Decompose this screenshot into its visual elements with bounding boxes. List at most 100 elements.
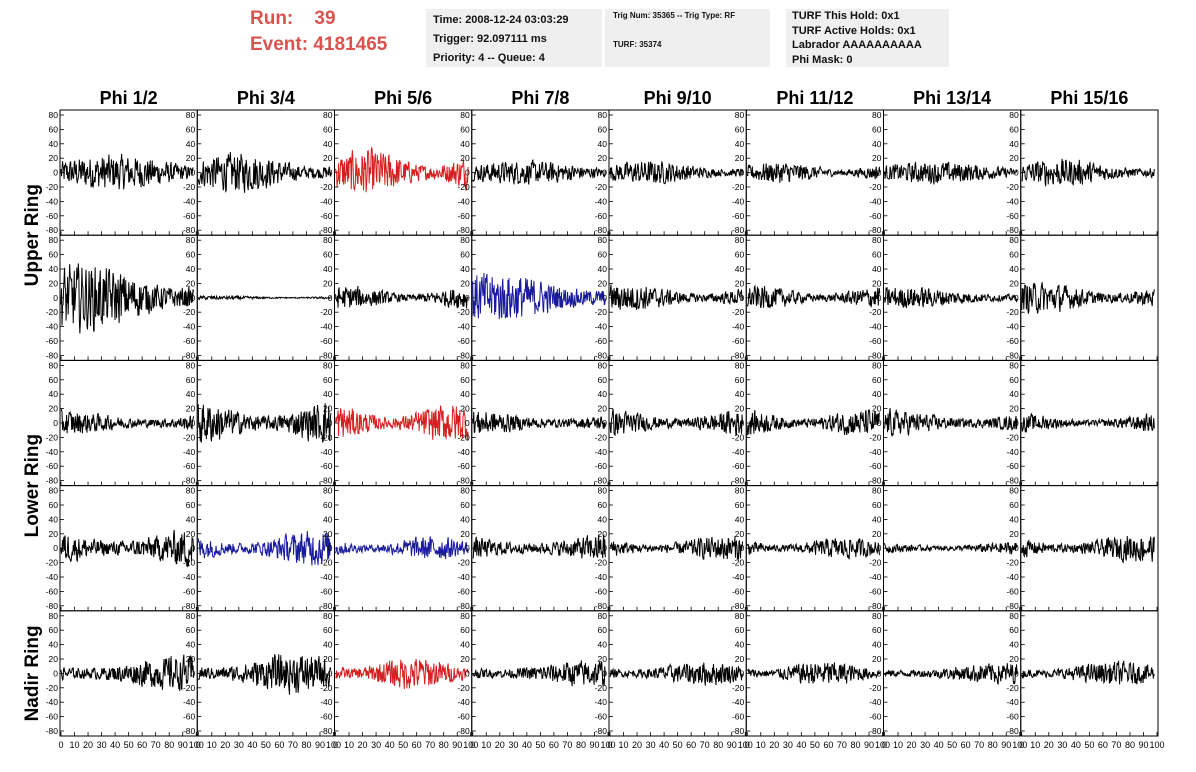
x-tick-label: 80 [1125,740,1135,750]
y-tick-label: 40 [598,514,608,524]
y-tick-label: -40 [46,196,59,206]
y-tick-label: 80 [1009,486,1019,496]
x-tick-label: 100 [189,740,204,750]
y-tick-label: -40 [46,697,59,707]
y-tick-label: -80 [1006,225,1019,235]
x-tick-label: 100 [1012,740,1027,750]
y-tick-label: 0 [740,293,745,303]
y-tick-label: -20 [732,558,745,568]
y-tick-label: -60 [320,336,333,346]
y-tick-label: 40 [460,264,470,274]
x-tick-label: 10 [70,740,80,750]
x-tick-label: 70 [1111,740,1121,750]
y-tick-label: -40 [320,697,333,707]
column-header: Phi 11/12 [776,88,853,108]
y-tick-label: 60 [323,124,333,134]
y-tick-label: -20 [457,432,470,442]
y-tick-label: 80 [186,486,196,496]
y-tick-label: -60 [457,336,470,346]
y-tick-label: 0 [877,543,882,553]
y-tick-label: 80 [323,486,333,496]
y-tick-label: -20 [46,307,59,317]
y-tick-label: 0 [1014,168,1019,178]
y-tick-label: 40 [49,264,59,274]
y-tick-label: -20 [46,558,59,568]
y-tick-label: 80 [872,611,882,621]
x-tick-label: 0 [196,740,201,750]
y-tick-label: 60 [323,500,333,510]
x-tick-label: 70 [974,740,984,750]
row-label: Upper Ring [22,184,43,286]
y-tick-label: 0 [191,293,196,303]
y-tick-label: -80 [183,225,196,235]
y-tick-label: 40 [598,640,608,650]
y-tick-label: -40 [595,322,608,332]
y-tick-label: 60 [186,500,196,510]
y-tick-label: -80 [732,726,745,736]
y-tick-label: 0 [877,168,882,178]
y-tick-label: -40 [1006,196,1019,206]
y-tick-label: -60 [732,712,745,722]
y-tick-label: -40 [320,196,333,206]
y-tick-label: 60 [460,250,470,260]
y-tick-label: 40 [460,389,470,399]
y-tick-label: 40 [1009,139,1019,149]
trig-num-text: Trig Num: 35365 -- Trig Type: RF [613,11,736,20]
panel-frame [196,485,335,612]
y-tick-label: -80 [320,726,333,736]
y-tick-label: 0 [465,418,470,428]
y-tick-label: -20 [457,683,470,693]
y-tick-label: 0 [602,543,607,553]
y-tick-label: 20 [735,529,745,539]
y-tick-label: 0 [1014,543,1019,553]
y-tick-label: 60 [735,124,745,134]
turf-text: TURF: 35374 [613,40,662,49]
y-tick-label: 0 [740,543,745,553]
x-tick-label: 10 [207,740,217,750]
priority-text: Priority: 4 -- Queue: 4 [433,52,545,64]
x-tick-label: 10 [1030,740,1040,750]
x-tick-label: 60 [1098,740,1108,750]
x-tick-label: 10 [619,740,629,750]
y-tick-label: -80 [1006,476,1019,486]
turf-active-holds-text: TURF Active Holds: 0x1 [792,24,916,37]
y-tick-label: 60 [598,124,608,134]
y-tick-label: 80 [735,110,745,120]
x-tick-label: 10 [893,740,903,750]
y-tick-label: -80 [46,350,59,360]
y-tick-label: 0 [191,668,196,678]
x-tick-label: 0 [470,740,475,750]
y-tick-label: 60 [735,625,745,635]
waveform-trace [884,161,1018,185]
x-tick-label: 40 [796,740,806,750]
x-tick-label: 90 [1138,740,1148,750]
event-value: 4181465 [313,34,388,55]
waveform-trace [1021,536,1155,564]
y-tick-label: -60 [732,336,745,346]
x-tick-label: 30 [508,740,518,750]
x-tick-label: 30 [920,740,930,750]
y-tick-label: -80 [46,476,59,486]
waveform-trace [609,536,744,560]
y-tick-label: 80 [323,110,333,120]
y-tick-label: 80 [598,110,608,120]
y-tick-label: 0 [602,168,607,178]
y-tick-label: -80 [320,225,333,235]
y-tick-label: 80 [49,360,59,370]
y-tick-label: 0 [191,418,196,428]
y-tick-label: -40 [595,447,608,457]
y-tick-label: -40 [46,447,59,457]
y-tick-label: -80 [183,476,196,486]
y-tick-label: 40 [735,139,745,149]
y-tick-label: -60 [46,712,59,722]
x-tick-label: 60 [137,740,147,750]
y-tick-label: 40 [872,640,882,650]
y-tick-label: -40 [457,447,470,457]
y-tick-label: -60 [46,336,59,346]
y-tick-label: 40 [460,640,470,650]
panel-frame [334,359,473,487]
y-tick-label: 40 [872,139,882,149]
y-tick-label: 60 [49,500,59,510]
y-tick-label: 20 [186,278,196,288]
